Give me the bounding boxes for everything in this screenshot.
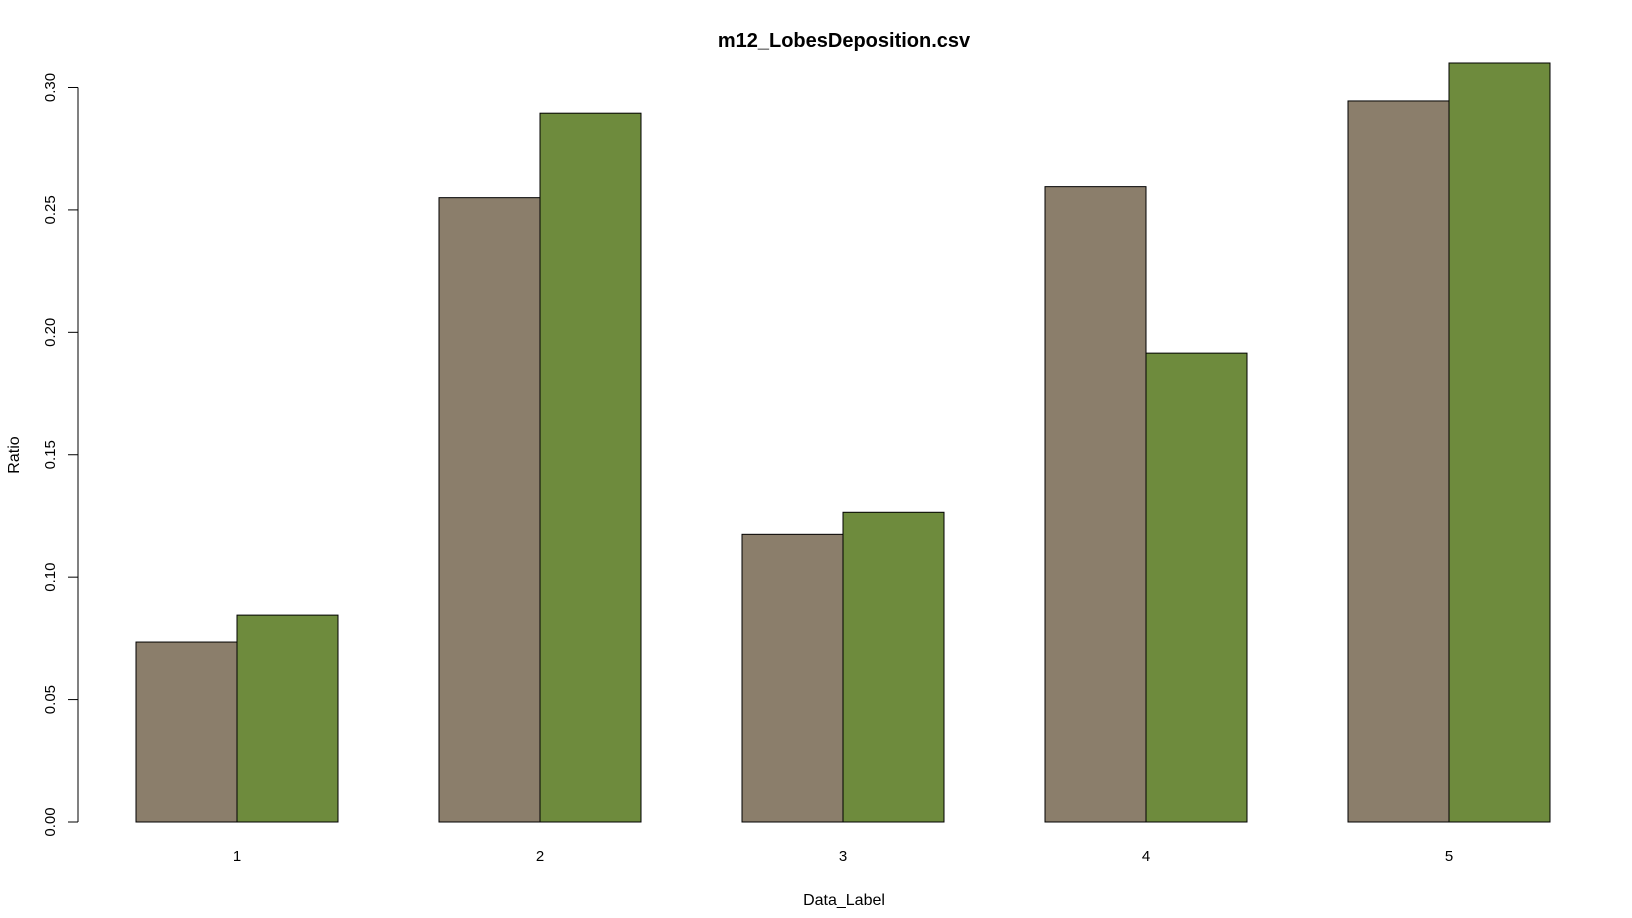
y-tick-label: 0.30 xyxy=(42,73,59,102)
x-axis-label: Data_Label xyxy=(803,892,885,909)
bar-5-series-2 xyxy=(1448,62,1551,823)
x-tick-label-1: 1 xyxy=(233,848,241,865)
chart-title: m12_LobesDeposition.csv xyxy=(718,30,971,52)
x-tick-labels: 1 2 3 4 5 xyxy=(233,848,1453,865)
bar-1-series-2 xyxy=(236,614,339,823)
y-tick-label: 0.10 xyxy=(42,563,59,592)
y-tick-label: 0.05 xyxy=(42,685,59,714)
bar-2-series-1 xyxy=(438,197,541,823)
y-tick-label: 0.00 xyxy=(42,807,59,836)
x-tick-label-3: 3 xyxy=(839,848,847,865)
bar-3-series-2 xyxy=(842,511,945,823)
x-tick-label-2: 2 xyxy=(536,848,544,865)
bar-4-series-1 xyxy=(1044,186,1147,823)
x-tick-label-5: 5 xyxy=(1445,848,1453,865)
bar-2-series-2 xyxy=(539,112,642,823)
y-axis: 0.00 0.05 0.10 0.15 0.20 0.25 0.30 xyxy=(42,73,79,837)
y-tick-label: 0.25 xyxy=(42,195,59,224)
y-tick-label: 0.20 xyxy=(42,318,59,347)
bar-series-group xyxy=(135,62,1551,823)
bar-5-series-1 xyxy=(1347,100,1450,823)
bar-1-series-1 xyxy=(135,641,238,823)
x-tick-label-4: 4 xyxy=(1142,848,1150,865)
bar-4-series-2 xyxy=(1145,352,1248,823)
bar-3-series-1 xyxy=(741,533,844,823)
y-axis-label: Ratio xyxy=(6,436,23,473)
y-tick-label: 0.15 xyxy=(42,440,59,469)
